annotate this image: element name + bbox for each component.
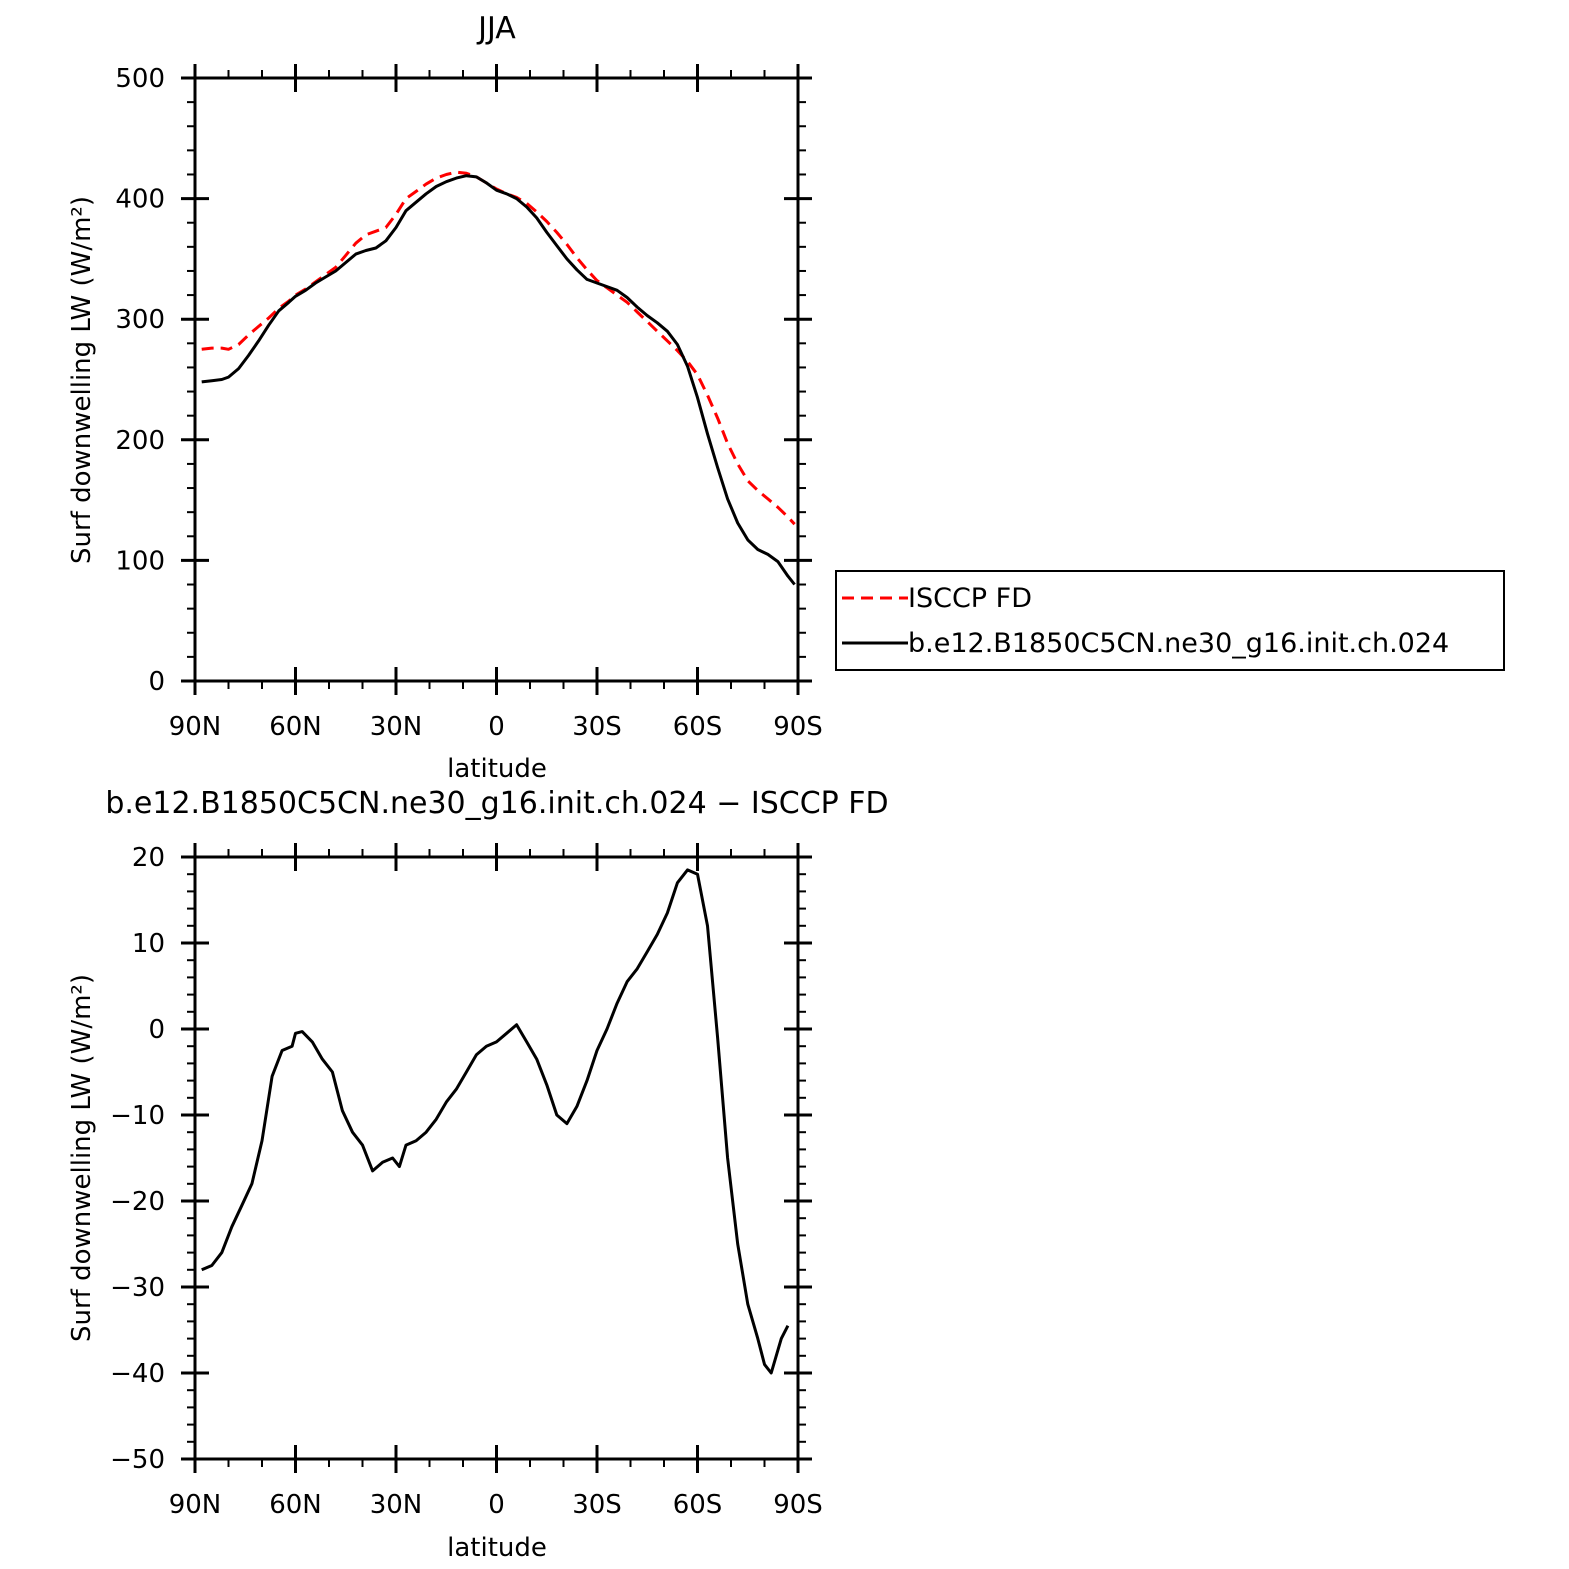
legend: ISCCP FD b.e12.B1850C5CN.ne30_g16.init.c… [835, 570, 1505, 671]
x-tick-label: 90S [773, 1490, 823, 1520]
x-tick-label: 30N [370, 712, 423, 742]
legend-box [835, 570, 1505, 671]
x-tick-label: 30S [572, 1490, 622, 1520]
y-tick-label: −50 [110, 1445, 165, 1475]
bottom-tick-labels: −50 −40 −30 −20 −10 0 10 20 90N 60N 30N 0 30S 60S 90S [110, 843, 823, 1520]
legend-label-isccp: ISCCP FD [908, 583, 1032, 614]
x-tick-label: 0 [488, 1490, 505, 1520]
top-tick-labels: 0 100 200 300 400 500 90N 60N 30N 0 30S 60S 90S [115, 64, 822, 742]
bottom-series-lines [201, 868, 790, 1375]
top-series-lines [201, 170, 796, 586]
series-line-difference [201, 868, 790, 1375]
bottom-axes-ticks [181, 843, 812, 1473]
y-tick-label: −40 [110, 1359, 165, 1389]
y-tick-label: −10 [110, 1101, 165, 1131]
bottom-plot-frame [193, 855, 800, 1461]
top-axes-ticks [181, 64, 812, 695]
x-tick-label: 60S [673, 1490, 723, 1520]
y-tick-label: 200 [115, 426, 165, 456]
y-tick-label: −30 [110, 1273, 165, 1303]
y-tick-label: 10 [132, 929, 165, 959]
x-tick-label: 30S [572, 712, 622, 742]
chart-title: JJA [476, 11, 516, 46]
x-tick-label: 90N [169, 1490, 222, 1520]
y-tick-label: 300 [115, 305, 165, 335]
y-tick-label: −20 [110, 1187, 165, 1217]
y-tick-label: 400 [115, 185, 165, 215]
x-tick-label: 90S [773, 712, 823, 742]
y-tick-label: 0 [148, 667, 165, 697]
x-tick-label: 90N [169, 712, 222, 742]
legend-label-model: b.e12.B1850C5CN.ne30_g16.init.ch.024 [908, 628, 1449, 659]
y-tick-label: 20 [132, 843, 165, 873]
x-axis-title: latitude [447, 1533, 547, 1563]
difference-chart-title: b.e12.B1850C5CN.ne30_g16.init.ch.024 − I… [105, 786, 888, 821]
y-tick-label: 500 [115, 64, 165, 94]
y-axis-title: Surf downwelling LW (W/m²) [67, 974, 97, 1342]
y-tick-label: 100 [115, 546, 165, 576]
x-tick-label: 30N [370, 1490, 423, 1520]
x-tick-label: 60S [673, 712, 723, 742]
series-line-isccp-fd [201, 170, 796, 526]
x-tick-label: 0 [488, 712, 505, 742]
y-axis-title: Surf downwelling LW (W/m²) [67, 196, 97, 564]
bottom-panel: b.e12.B1850C5CN.ne30_g16.init.ch.024 − I… [67, 786, 889, 1563]
x-tick-label: 60N [269, 1490, 322, 1520]
top-plot-frame [193, 76, 800, 683]
y-tick-label: 0 [148, 1015, 165, 1045]
x-tick-label: 60N [269, 712, 322, 742]
series-line-b-e12-b1850c5cn-ne30-g16-init-ch-024 [201, 174, 796, 586]
x-axis-title: latitude [447, 754, 547, 784]
